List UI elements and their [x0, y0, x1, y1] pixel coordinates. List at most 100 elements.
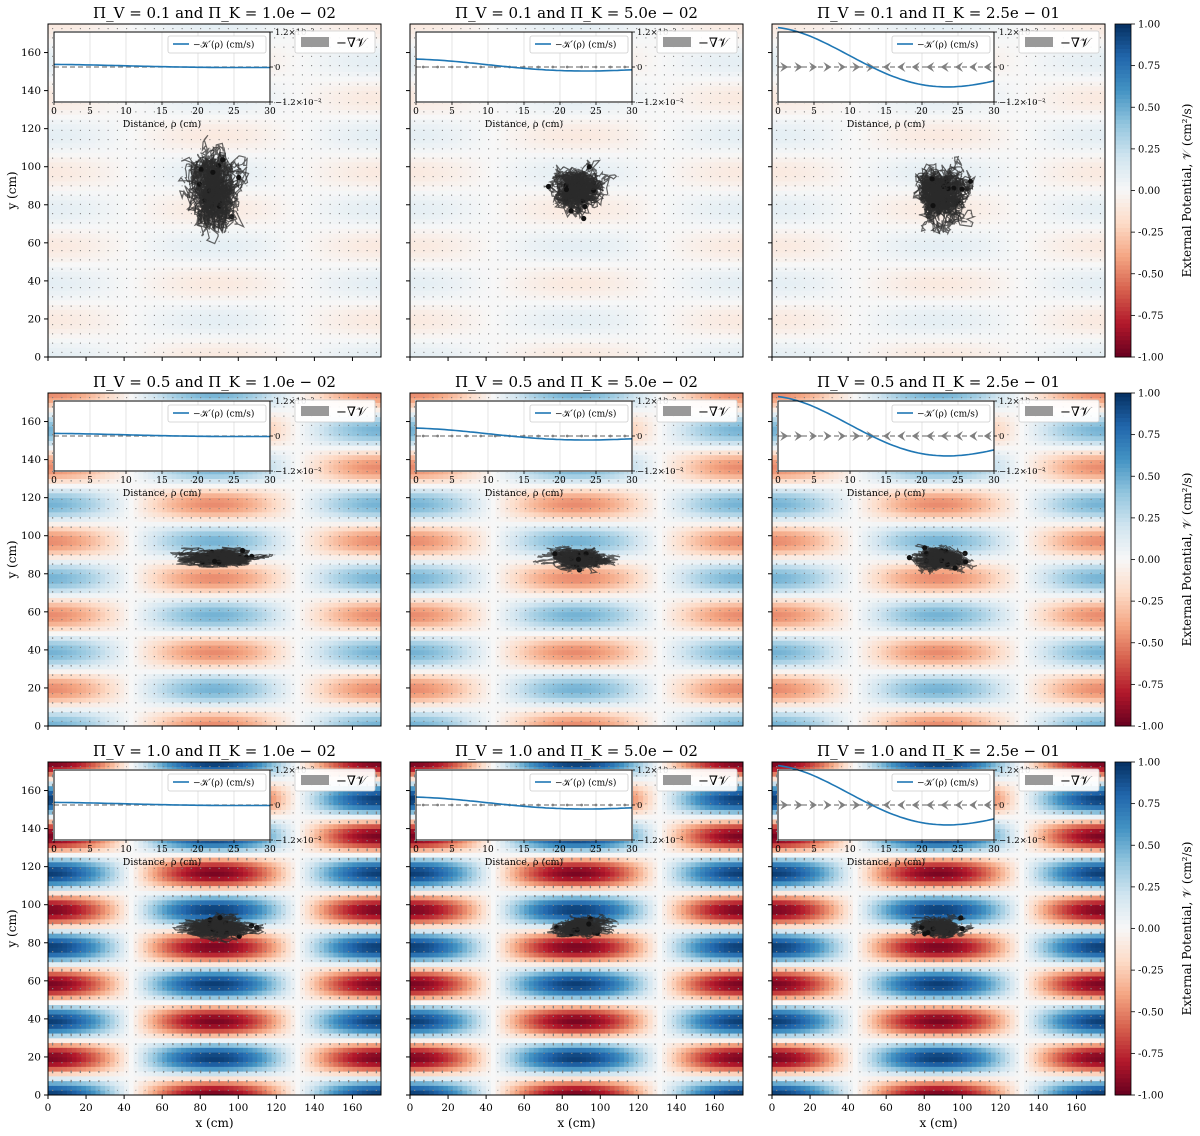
- heatmap-cell: [176, 176, 182, 182]
- heatmap-cell: [323, 242, 330, 248]
- heatmap-cell: [95, 314, 101, 320]
- heatmap-cell: [176, 257, 182, 263]
- heatmap-cell: [90, 161, 96, 168]
- heatmap-cell: [347, 214, 353, 220]
- heatmap-cell: [333, 261, 339, 268]
- heatmap-cell: [361, 195, 368, 201]
- heatmap-cell: [361, 104, 368, 111]
- heatmap-cell: [95, 352, 101, 357]
- heatmap-cell: [328, 180, 334, 187]
- heatmap-cell: [138, 309, 144, 315]
- heatmap-cell: [166, 280, 173, 287]
- heatmap-cell: [162, 166, 168, 172]
- heatmap-cell: [171, 200, 177, 206]
- heatmap-cell: [266, 147, 272, 153]
- heatmap-cell: [371, 309, 377, 315]
- heatmap-cell: [224, 323, 230, 329]
- heatmap-cell: [352, 214, 358, 220]
- heatmap-cell: [162, 171, 168, 177]
- heatmap-cell: [333, 76, 339, 82]
- heatmap-cell: [119, 328, 125, 334]
- heatmap-cell: [224, 318, 230, 325]
- heatmap-cell: [328, 85, 334, 91]
- heatmap-cell: [57, 185, 63, 191]
- heatmap-cell: [366, 142, 372, 149]
- heatmap-cell: [319, 304, 325, 310]
- heatmap-cell: [86, 104, 92, 111]
- heatmap-cell: [262, 309, 268, 315]
- heatmap-cell: [281, 261, 287, 268]
- heatmap-cell: [361, 285, 368, 291]
- heatmap-cell: [285, 314, 292, 320]
- heatmap-cell: [333, 247, 339, 253]
- heatmap-cell: [181, 133, 187, 139]
- heatmap-cell: [195, 318, 201, 325]
- heatmap-cell: [285, 33, 292, 39]
- heatmap-cell: [252, 304, 258, 310]
- heatmap-cell: [247, 309, 253, 315]
- heatmap-cell: [371, 57, 377, 63]
- heatmap-cell: [271, 81, 277, 87]
- heatmap-cell: [257, 304, 263, 310]
- heatmap-cell: [52, 223, 58, 229]
- heatmap-cell: [295, 285, 301, 291]
- heatmap-cell: [171, 233, 177, 239]
- heatmap-cell: [266, 166, 272, 172]
- heatmap-cell: [152, 271, 158, 277]
- heatmap-cell: [67, 318, 73, 325]
- heatmap-cell: [342, 185, 349, 191]
- heatmap-cell: [57, 314, 63, 320]
- heatmap-cell: [109, 271, 115, 277]
- heatmap-cell: [361, 66, 368, 72]
- heatmap-cell: [361, 328, 368, 334]
- heatmap-cell: [361, 190, 368, 196]
- heatmap-cell: [52, 24, 58, 30]
- heatmap-cell: [238, 214, 244, 220]
- heatmap-cell: [361, 157, 368, 163]
- heatmap-cell: [366, 318, 372, 325]
- heatmap-cell: [176, 261, 182, 268]
- heatmap-cell: [361, 238, 368, 244]
- heatmap-cell: [371, 171, 377, 177]
- heatmap-cell: [219, 295, 225, 301]
- heatmap-cell: [138, 233, 144, 239]
- heatmap-cell: [238, 252, 244, 258]
- heatmap-cell: [147, 142, 154, 149]
- heatmap-cell: [295, 138, 301, 144]
- heatmap-cell: [190, 247, 196, 253]
- quiver-arrow: [61, 277, 63, 279]
- heatmap-cell: [285, 38, 292, 44]
- heatmap-cell: [200, 276, 206, 282]
- heatmap-cell: [352, 190, 358, 196]
- heatmap-cell: [166, 257, 173, 263]
- heatmap-cell: [81, 271, 87, 277]
- heatmap-cell: [62, 238, 68, 244]
- heatmap-cell: [252, 204, 258, 210]
- heatmap-cell: [114, 318, 120, 325]
- heatmap-cell: [276, 252, 282, 258]
- heatmap-cell: [95, 114, 101, 120]
- heatmap-cell: [81, 219, 87, 225]
- heatmap-cell: [371, 276, 377, 282]
- heatmap-cell: [52, 161, 58, 168]
- heatmap-cell: [247, 280, 253, 287]
- heatmap-cell: [290, 157, 296, 163]
- heatmap-cell: [128, 152, 135, 158]
- heatmap-cell: [361, 247, 368, 253]
- heatmap-cell: [95, 119, 101, 125]
- heatmap-cell: [361, 271, 368, 277]
- heatmap-cell: [62, 209, 68, 215]
- heatmap-cell: [200, 24, 206, 30]
- heatmap-cell: [152, 304, 158, 310]
- heatmap-cell: [228, 138, 234, 144]
- heatmap-cell: [162, 119, 168, 125]
- heatmap-cell: [195, 295, 201, 301]
- heatmap-cell: [361, 347, 368, 353]
- heatmap-cell: [138, 228, 144, 234]
- heatmap-cell: [238, 337, 244, 344]
- heatmap-cell: [309, 266, 315, 272]
- heatmap-cell: [114, 285, 120, 291]
- heatmap-cell: [138, 342, 144, 348]
- heatmap-cell: [48, 81, 54, 87]
- heatmap-cell: [90, 180, 96, 187]
